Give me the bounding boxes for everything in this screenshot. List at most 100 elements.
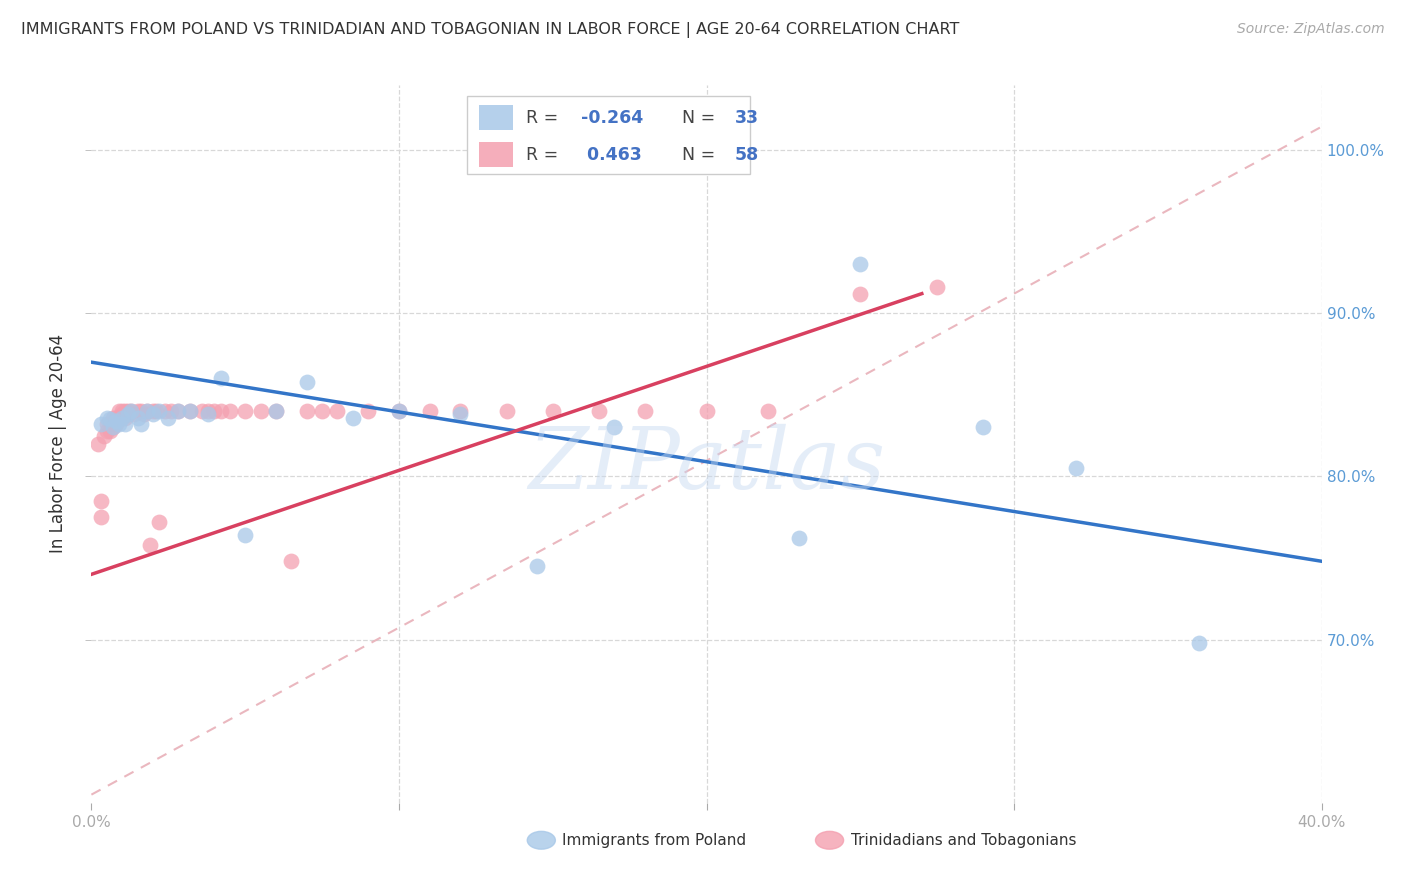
Point <box>209 371 232 385</box>
Point <box>179 404 201 418</box>
Point <box>142 408 165 422</box>
Point <box>101 410 124 425</box>
Point <box>105 417 127 432</box>
Point <box>90 510 112 524</box>
Point <box>117 404 139 418</box>
Point <box>96 424 118 438</box>
Point <box>419 404 441 418</box>
Point <box>114 404 136 418</box>
Point <box>1064 461 1087 475</box>
Point <box>96 410 118 425</box>
Y-axis label: In Labor Force | Age 20-64: In Labor Force | Age 20-64 <box>49 334 67 553</box>
Point <box>849 286 872 301</box>
Point <box>108 417 131 432</box>
Point <box>108 410 131 425</box>
Point <box>98 417 121 432</box>
Point <box>218 404 240 418</box>
Point <box>179 404 201 418</box>
Text: 33: 33 <box>735 109 759 127</box>
Text: N =: N = <box>671 145 721 164</box>
Point <box>1187 636 1209 650</box>
Point <box>357 404 380 418</box>
Point <box>280 554 302 568</box>
Point <box>86 437 108 451</box>
Text: ZIPatlas: ZIPatlas <box>527 424 886 507</box>
Text: Trinidadians and Tobagonians: Trinidadians and Tobagonians <box>851 833 1076 847</box>
Point <box>135 404 157 418</box>
FancyBboxPatch shape <box>467 95 749 175</box>
Point <box>197 404 219 418</box>
Point <box>96 417 118 432</box>
Point <box>127 404 149 418</box>
Point <box>787 532 810 546</box>
Point <box>849 257 872 271</box>
Point <box>101 420 124 434</box>
Text: 58: 58 <box>735 145 759 164</box>
Point <box>696 404 718 418</box>
Point <box>388 404 411 418</box>
Point <box>108 404 131 418</box>
Point <box>98 424 121 438</box>
Point <box>114 417 136 432</box>
Point <box>326 404 349 418</box>
Point <box>105 410 127 425</box>
Point <box>139 538 162 552</box>
Point <box>233 404 256 418</box>
Point <box>209 404 232 418</box>
Point <box>342 410 364 425</box>
Point <box>98 412 121 426</box>
Point <box>142 404 165 418</box>
Text: IMMIGRANTS FROM POLAND VS TRINIDADIAN AND TOBAGONIAN IN LABOR FORCE | AGE 20-64 : IMMIGRANTS FROM POLAND VS TRINIDADIAN AN… <box>21 22 959 38</box>
Point <box>264 404 287 418</box>
Point <box>120 404 142 418</box>
Point <box>233 528 256 542</box>
Point <box>449 408 471 422</box>
Point <box>634 404 657 418</box>
Point <box>166 404 188 418</box>
Text: R =: R = <box>526 145 564 164</box>
Text: N =: N = <box>671 109 721 127</box>
Point <box>101 420 124 434</box>
Point <box>129 417 152 432</box>
Point <box>105 414 127 428</box>
Point <box>160 404 183 418</box>
Point <box>541 404 564 418</box>
Point <box>166 404 188 418</box>
Bar <box>479 142 513 168</box>
Text: -0.264: -0.264 <box>581 109 644 127</box>
Point <box>756 404 779 418</box>
Point <box>132 408 155 422</box>
Point <box>111 404 134 418</box>
Point <box>148 404 170 418</box>
Point <box>111 408 134 422</box>
Point <box>127 410 149 425</box>
Text: 0.463: 0.463 <box>581 145 641 164</box>
Point <box>90 417 112 432</box>
Point <box>295 375 318 389</box>
Point <box>588 404 610 418</box>
Point <box>157 410 180 425</box>
Point <box>93 428 115 442</box>
Point <box>249 404 271 418</box>
Point <box>90 494 112 508</box>
Point <box>120 404 142 418</box>
Point <box>972 420 994 434</box>
Point <box>114 410 136 425</box>
Point <box>124 408 146 422</box>
Point <box>495 404 517 418</box>
Point <box>927 280 949 294</box>
Point <box>117 408 139 422</box>
Point <box>311 404 333 418</box>
Text: R =: R = <box>526 109 564 127</box>
Point <box>449 404 471 418</box>
Point <box>191 404 214 418</box>
Point <box>264 404 287 418</box>
Point <box>526 559 548 574</box>
Point <box>197 408 219 422</box>
Point <box>117 408 139 422</box>
Point <box>148 515 170 529</box>
Point <box>129 404 152 418</box>
Point <box>603 420 626 434</box>
Point <box>145 404 167 418</box>
Text: Immigrants from Poland: Immigrants from Poland <box>562 833 747 847</box>
